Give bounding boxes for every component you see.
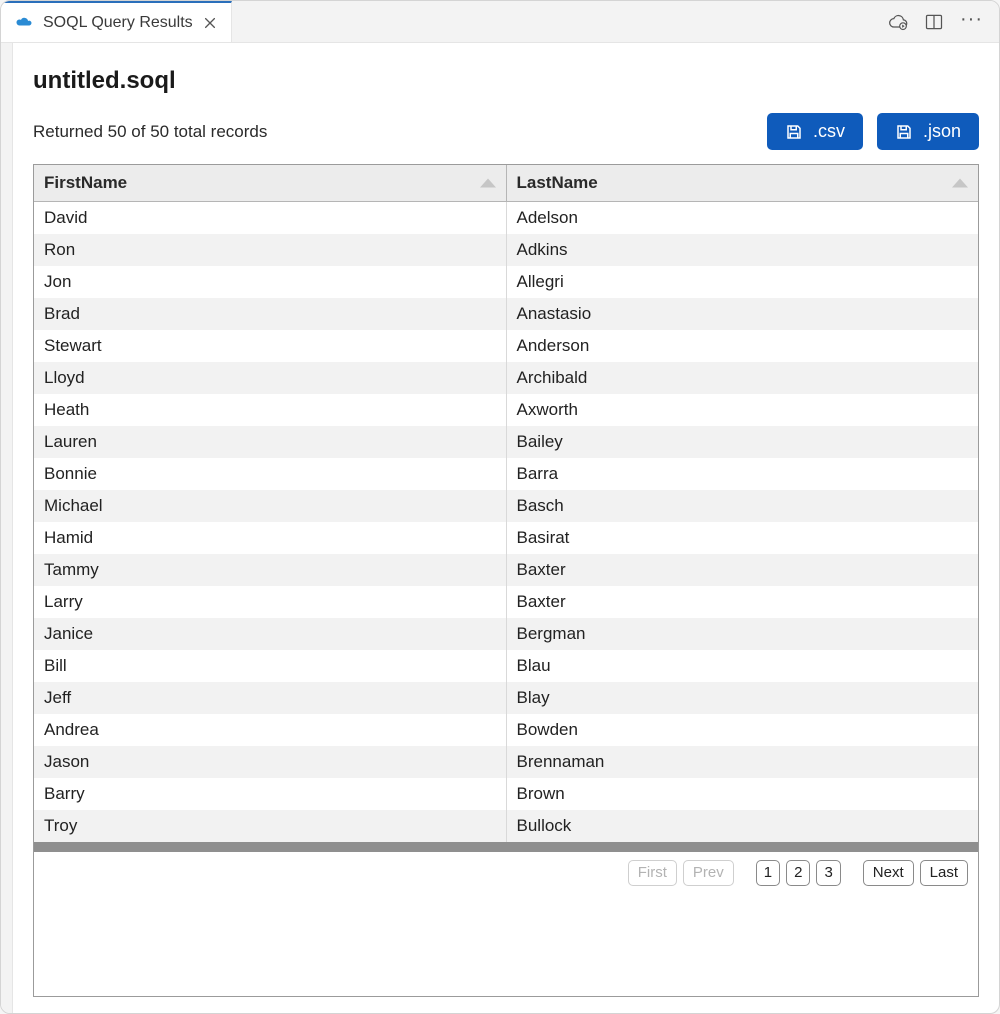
table-row[interactable]: BradAnastasio <box>34 298 978 330</box>
meta-row: Returned 50 of 50 total records .csv <box>33 113 979 150</box>
results-table: FirstName LastName DavidAdelsonRonAdkins… <box>34 165 978 842</box>
page-next-button[interactable]: Next <box>863 860 914 886</box>
column-header-firstname[interactable]: FirstName <box>34 165 506 202</box>
run-cloud-icon[interactable] <box>888 12 908 32</box>
table-row[interactable]: LaurenBailey <box>34 426 978 458</box>
split-editor-icon[interactable] <box>924 12 944 32</box>
records-count: Returned 50 of 50 total records <box>33 122 267 142</box>
page-title: untitled.soql <box>33 67 979 95</box>
table-cell: Bailey <box>506 426 978 458</box>
table-cell: Bonnie <box>34 458 506 490</box>
table-cell: Baxter <box>506 554 978 586</box>
table-cell: Jeff <box>34 682 506 714</box>
page-first-button[interactable]: First <box>628 860 677 886</box>
window: SOQL Query Results ··· untitled.soql <box>0 0 1000 1014</box>
tab-bar: SOQL Query Results ··· <box>1 1 999 43</box>
table-cell: Janice <box>34 618 506 650</box>
save-icon <box>785 123 803 141</box>
tab-title: SOQL Query Results <box>43 14 193 32</box>
table-row[interactable]: AndreaBowden <box>34 714 978 746</box>
table-cell: Basirat <box>506 522 978 554</box>
table-cell: Andrea <box>34 714 506 746</box>
table-cell: Baxter <box>506 586 978 618</box>
content: untitled.soql Returned 50 of 50 total re… <box>13 43 999 1013</box>
page-2-button[interactable]: 2 <box>786 860 810 886</box>
results-table-wrap: FirstName LastName DavidAdelsonRonAdkins… <box>33 164 979 997</box>
table-cell: Anderson <box>506 330 978 362</box>
table-cell: Blau <box>506 650 978 682</box>
table-cell: Hamid <box>34 522 506 554</box>
table-cell: Tammy <box>34 554 506 586</box>
table-row[interactable]: JaniceBergman <box>34 618 978 650</box>
table-cell: Jon <box>34 266 506 298</box>
table-cell: Jason <box>34 746 506 778</box>
table-cell: Lloyd <box>34 362 506 394</box>
table-row[interactable]: TroyBullock <box>34 810 978 842</box>
table-cell: Bowden <box>506 714 978 746</box>
table-cell: Axworth <box>506 394 978 426</box>
table-row[interactable]: TammyBaxter <box>34 554 978 586</box>
table-row[interactable]: HeathAxworth <box>34 394 978 426</box>
table-row[interactable]: LloydArchibald <box>34 362 978 394</box>
table-cell: Blay <box>506 682 978 714</box>
pagination: First Prev 1 2 3 Next Last <box>34 852 978 892</box>
export-csv-label: .csv <box>813 121 845 142</box>
column-header-lastname[interactable]: LastName <box>506 165 978 202</box>
table-row[interactable]: JasonBrennaman <box>34 746 978 778</box>
export-csv-button[interactable]: .csv <box>767 113 863 150</box>
table-cell: Ron <box>34 234 506 266</box>
save-icon <box>895 123 913 141</box>
table-cell: Bullock <box>506 810 978 842</box>
table-cell: David <box>34 202 506 235</box>
body-area: untitled.soql Returned 50 of 50 total re… <box>1 43 999 1013</box>
table-cell: Barra <box>506 458 978 490</box>
tab-soql-results[interactable]: SOQL Query Results <box>1 1 232 42</box>
page-1-button[interactable]: 1 <box>756 860 780 886</box>
table-row[interactable]: JonAllegri <box>34 266 978 298</box>
left-gutter <box>1 43 13 1013</box>
sort-asc-icon <box>480 179 496 188</box>
table-row[interactable]: BarryBrown <box>34 778 978 810</box>
table-row[interactable]: LarryBaxter <box>34 586 978 618</box>
table-cell: Lauren <box>34 426 506 458</box>
table-cell: Michael <box>34 490 506 522</box>
table-cell: Brad <box>34 298 506 330</box>
table-row[interactable]: MichaelBasch <box>34 490 978 522</box>
sort-asc-icon <box>952 179 968 188</box>
table-cell: Basch <box>506 490 978 522</box>
horizontal-scrollbar[interactable] <box>34 842 978 852</box>
table-row[interactable]: BillBlau <box>34 650 978 682</box>
export-buttons: .csv .json <box>767 113 979 150</box>
table-row[interactable]: JeffBlay <box>34 682 978 714</box>
table-cell: Heath <box>34 394 506 426</box>
export-json-label: .json <box>923 121 961 142</box>
close-icon[interactable] <box>203 16 217 30</box>
table-cell: Bill <box>34 650 506 682</box>
table-cell: Troy <box>34 810 506 842</box>
more-actions-icon[interactable]: ··· <box>960 9 983 35</box>
table-row[interactable]: StewartAnderson <box>34 330 978 362</box>
table-cell: Barry <box>34 778 506 810</box>
salesforce-cloud-icon <box>15 16 33 29</box>
table-row[interactable]: DavidAdelson <box>34 202 978 235</box>
table-cell: Larry <box>34 586 506 618</box>
table-cell: Adkins <box>506 234 978 266</box>
page-prev-button[interactable]: Prev <box>683 860 734 886</box>
table-row[interactable]: RonAdkins <box>34 234 978 266</box>
table-row[interactable]: HamidBasirat <box>34 522 978 554</box>
table-cell: Brown <box>506 778 978 810</box>
table-row[interactable]: BonnieBarra <box>34 458 978 490</box>
page-last-button[interactable]: Last <box>920 860 968 886</box>
table-cell: Brennaman <box>506 746 978 778</box>
export-json-button[interactable]: .json <box>877 113 979 150</box>
table-cell: Allegri <box>506 266 978 298</box>
table-cell: Anastasio <box>506 298 978 330</box>
page-3-button[interactable]: 3 <box>816 860 840 886</box>
tab-bar-actions: ··· <box>888 1 999 42</box>
table-cell: Archibald <box>506 362 978 394</box>
table-cell: Adelson <box>506 202 978 235</box>
table-cell: Bergman <box>506 618 978 650</box>
table-cell: Stewart <box>34 330 506 362</box>
